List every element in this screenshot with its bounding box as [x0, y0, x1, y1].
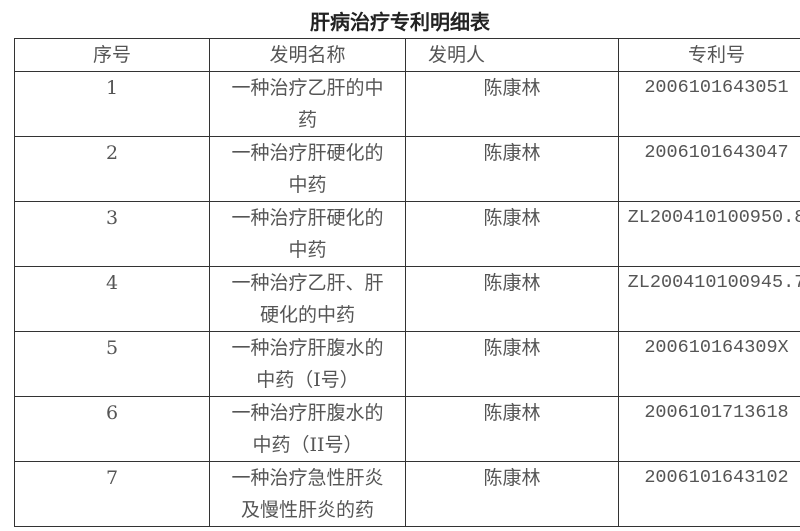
invention-name: 一种治疗急性肝炎及慢性肝炎的药	[209, 461, 406, 527]
patent-number: 2006101643102	[618, 461, 800, 527]
patent-table: 序号 发明名称 发明人 专利号 1 一种治疗乙肝的中药 陈康林 20061016430…	[14, 38, 800, 527]
header-patent-number: 专利号	[618, 38, 800, 72]
table-row: 2 一种治疗肝硬化的中药 陈康林 2006101643047	[14, 136, 800, 202]
row-number: 3	[14, 201, 210, 267]
header-inventor: 发明人	[405, 38, 619, 72]
table-row: 4 一种治疗乙肝、肝硬化的中药 陈康林 ZL200410100945.7	[14, 266, 800, 332]
row-number: 1	[14, 71, 210, 137]
row-number: 2	[14, 136, 210, 202]
table-row: 1 一种治疗乙肝的中药 陈康林 2006101643051	[14, 71, 800, 137]
inventor: 陈康林	[405, 396, 619, 462]
patent-number: ZL200410100950.8	[618, 201, 800, 267]
invention-name: 一种治疗乙肝、肝硬化的中药	[209, 266, 406, 332]
inventor: 陈康林	[405, 201, 619, 267]
inventor: 陈康林	[405, 71, 619, 137]
inventor: 陈康林	[405, 266, 619, 332]
patent-number: 2006101643051	[618, 71, 800, 137]
table-row: 3 一种治疗肝硬化的中药 陈康林 ZL200410100950.8	[14, 201, 800, 267]
header-number: 序号	[14, 38, 210, 72]
patent-number: 2006101713618	[618, 396, 800, 462]
row-number: 7	[14, 461, 210, 527]
table-header-row: 序号 发明名称 发明人 专利号	[14, 38, 800, 72]
patent-number: 200610164309X	[618, 331, 800, 397]
inventor: 陈康林	[405, 136, 619, 202]
invention-name: 一种治疗肝腹水的中药（II号）	[209, 396, 406, 462]
invention-name: 一种治疗肝硬化的中药	[209, 136, 406, 202]
row-number: 6	[14, 396, 210, 462]
patent-number: 2006101643047	[618, 136, 800, 202]
row-number: 5	[14, 331, 210, 397]
invention-name: 一种治疗肝腹水的中药（I号）	[209, 331, 406, 397]
inventor: 陈康林	[405, 461, 619, 527]
invention-name: 一种治疗乙肝的中药	[209, 71, 406, 137]
inventor: 陈康林	[405, 331, 619, 397]
document-title: 肝病治疗专利明细表	[310, 10, 490, 34]
table-row: 7 一种治疗急性肝炎及慢性肝炎的药 陈康林 2006101643102	[14, 461, 800, 527]
patent-number: ZL200410100945.7	[618, 266, 800, 332]
row-number: 4	[14, 266, 210, 332]
header-invention-name: 发明名称	[209, 38, 406, 72]
invention-name: 一种治疗肝硬化的中药	[209, 201, 406, 267]
table-row: 5 一种治疗肝腹水的中药（I号） 陈康林 200610164309X	[14, 331, 800, 397]
table-row: 6 一种治疗肝腹水的中药（II号） 陈康林 2006101713618	[14, 396, 800, 462]
